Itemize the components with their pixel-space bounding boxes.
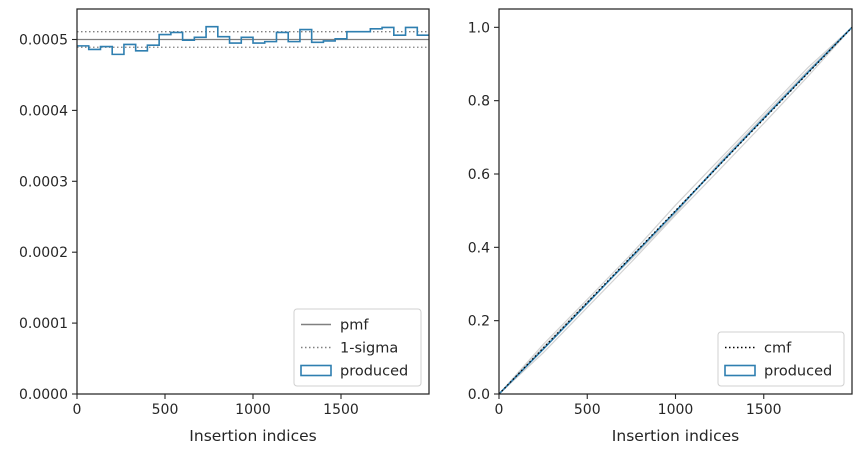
y-tick-label: 0.0005 [19, 32, 68, 48]
y-tick-label: 0.0 [468, 387, 490, 403]
x-tick-label: 1500 [323, 402, 359, 418]
legend-handle-produced [300, 364, 332, 377]
y-tick-label: 0.2 [468, 314, 490, 330]
legend-label-produced: produced [764, 364, 832, 380]
y-tick-label: 0.0004 [19, 103, 68, 119]
cmf-line [498, 26, 853, 395]
x-tick-label: 1000 [235, 402, 271, 418]
x-axis-label: Insertion indices [612, 427, 739, 445]
x-tick-label: 0 [495, 402, 504, 418]
produced-step-line [77, 25, 429, 56]
y-tick-label: 1.0 [468, 20, 490, 36]
x-tick-label: 0 [73, 402, 82, 418]
legend-label-pmf: pmf [340, 318, 369, 334]
x-tick-label: 500 [152, 402, 179, 418]
x-tick-label: 500 [574, 402, 601, 418]
x-axis-label: Insertion indices [189, 427, 316, 445]
y-tick-label: 0.0000 [19, 387, 68, 403]
left-panel: 0 500 1000 1500 0.0000 0.0001 0.0002 0.0003 0.00… [19, 8, 430, 445]
left-legend: pmf 1-sigma produced [293, 308, 422, 387]
right-legend: cmf produced [717, 331, 845, 387]
x-tick-label: 1500 [746, 402, 782, 418]
legend-box [717, 331, 845, 387]
legend-label-produced: produced [340, 364, 408, 380]
sample-cmf-line-0 [498, 26, 853, 395]
y-tick-label: 0.0002 [19, 245, 68, 261]
legend-box [293, 308, 422, 387]
y-tick-label: 0.0001 [19, 316, 68, 332]
y-tick-label: 0.8 [468, 94, 490, 110]
y-tick-label: 0.0003 [19, 174, 68, 190]
legend-label-1-sigma: 1-sigma [340, 341, 398, 357]
y-tick-label: 0.4 [468, 240, 490, 256]
x-tick-label: 1000 [658, 402, 694, 418]
legend-label-cmf: cmf [764, 341, 792, 357]
y-tick-label: 0.6 [468, 167, 490, 183]
sample-cmf-line-1 [498, 26, 853, 395]
legend-handle-produced [724, 364, 756, 377]
right-panel: 0 500 1000 1500 0.0 0.2 0.4 0.6 0.8 1.0 Insertion … [468, 8, 853, 445]
